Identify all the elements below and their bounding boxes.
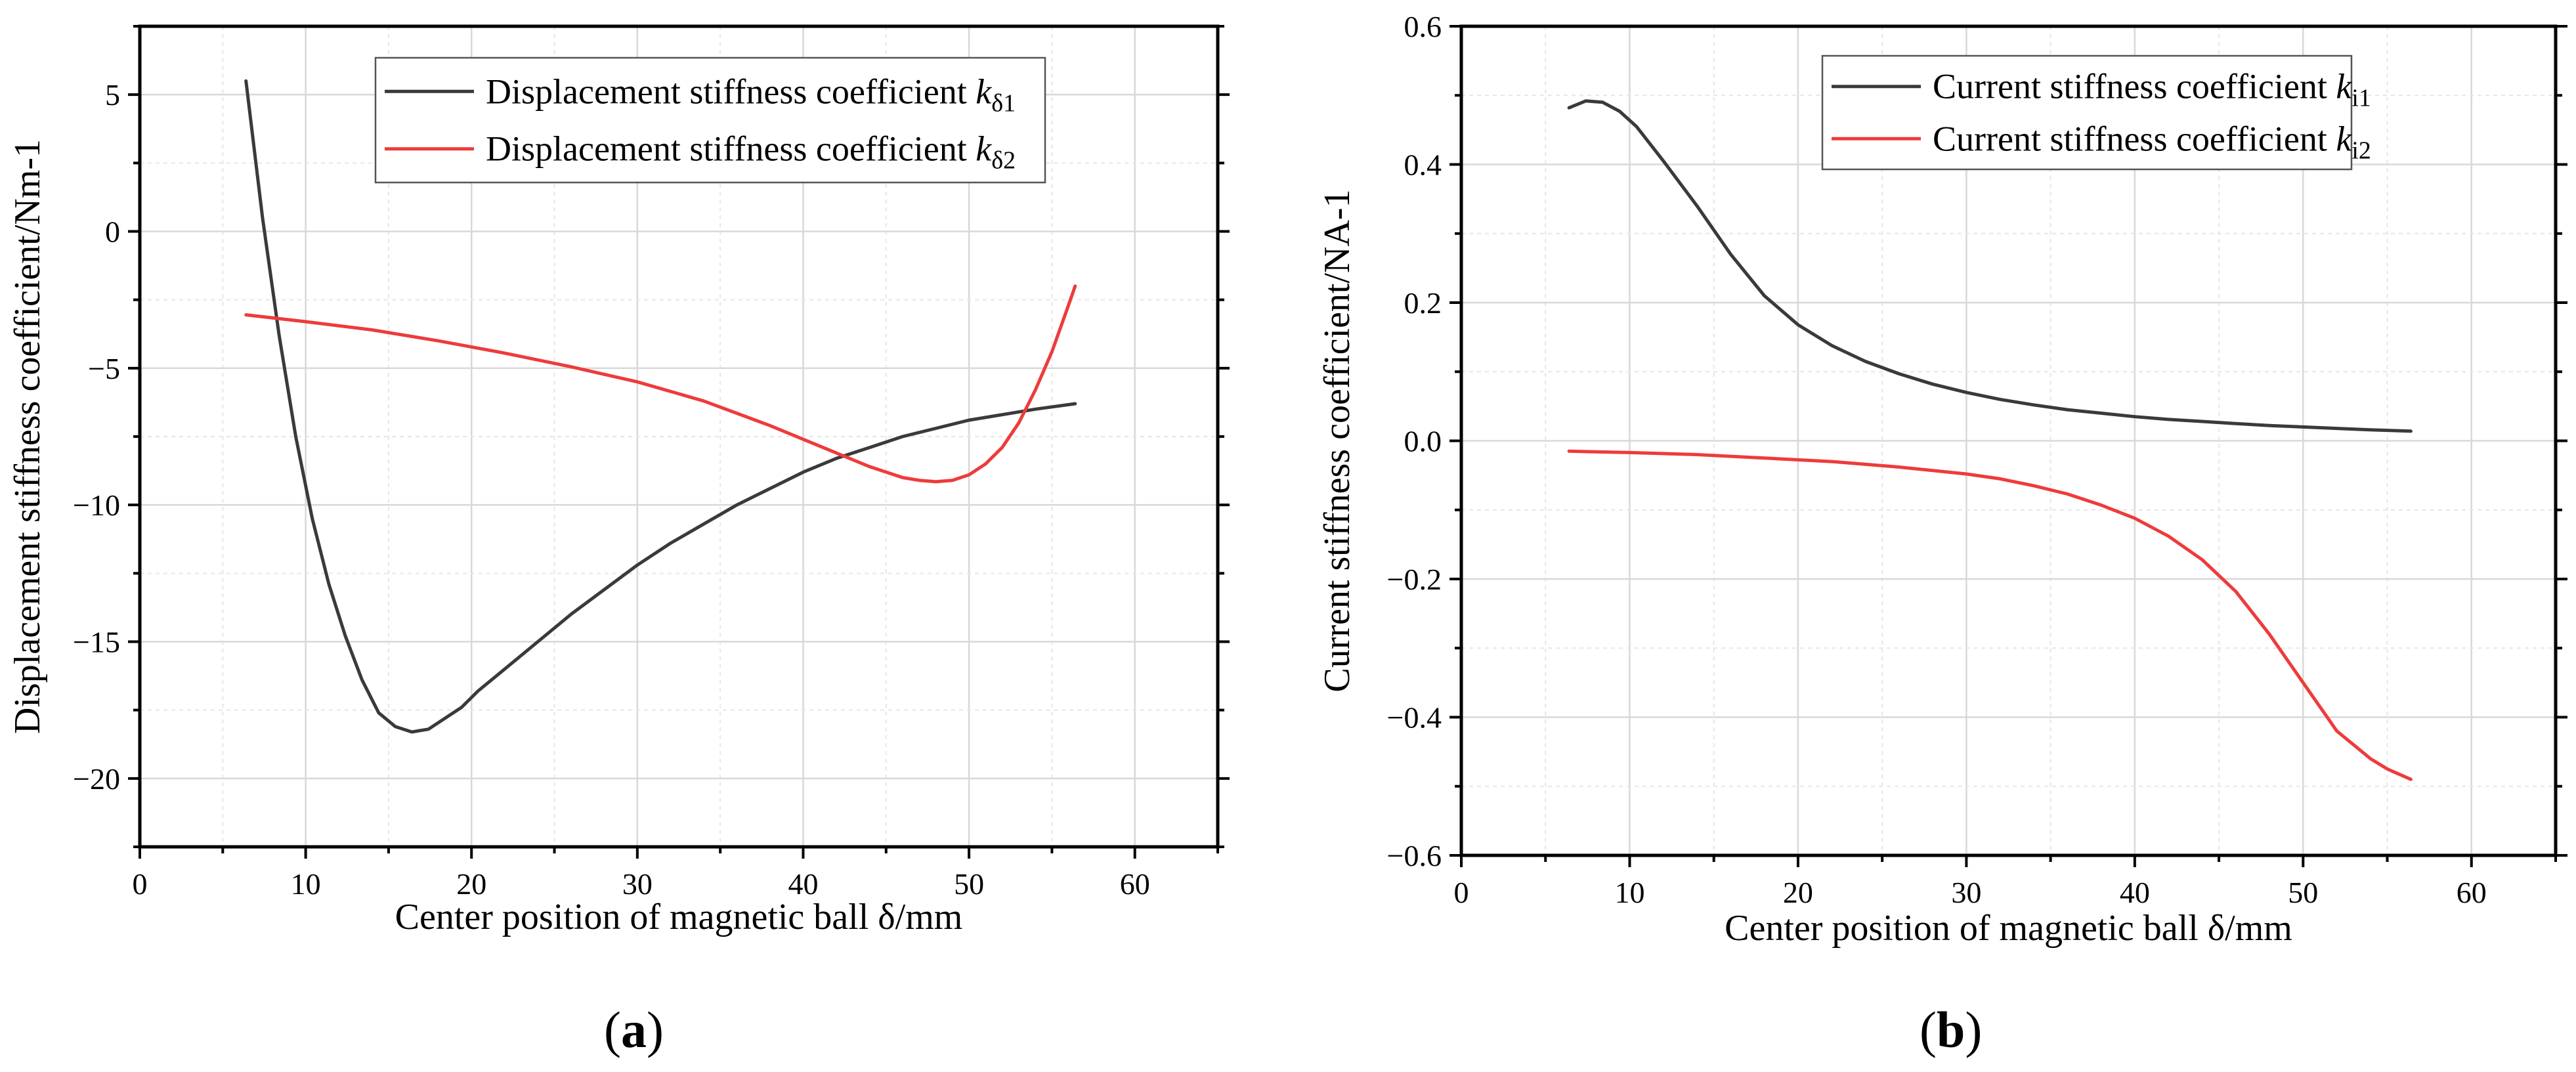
x-tick-label: 40 [788,867,818,901]
series-line-i2 [1567,449,2413,781]
x-axis-label: Center position of magnetic ball δ/mm [1725,908,2292,949]
y-tick-label: −0.2 [1387,563,1442,596]
y-tick-label: 0 [105,215,120,249]
y-tick-label: −0.4 [1387,701,1442,735]
y-tick-label: −5 [88,352,120,385]
y-axis-label: Displacement stiffness coefficient/Nm-1 [7,139,48,734]
x-tick-label: 60 [2457,876,2487,909]
y-tick-label: 0.0 [1404,425,1442,458]
x-axis-label: Center position of magnetic ball δ/mm [395,897,963,937]
x-tick-label: 20 [456,867,486,901]
x-tick-label: 0 [1454,876,1469,909]
series-line-δ2 [244,284,1077,484]
panel-label-b: (b) [1920,1001,1983,1058]
legend-box [1821,54,2353,171]
y-tick-label: −0.6 [1387,839,1442,872]
x-tick-label: 30 [1951,876,1981,909]
x-tick-label: 30 [622,867,653,901]
x-tick-label: 20 [1783,876,1813,909]
y-tick-label: −10 [73,488,120,522]
x-tick-label: 0 [133,867,148,901]
x-tick-label: 10 [291,867,321,901]
x-tick-label: 50 [954,867,984,901]
legend-entry-δ2: Displacement stiffness coefficient kδ2 [486,129,1016,175]
legend: Displacement stiffness coefficient kδ1 Di… [374,56,1046,184]
y-tick-label: −15 [73,626,120,659]
y-tick-label: 0.2 [1404,286,1442,320]
legend-entry-i1: Current stiffness coefficient ki1 [1933,67,2371,112]
series-line-δ1 [244,79,1077,734]
x-tick-label: 50 [2288,876,2318,909]
chart-panel-b: 0 10 20 30 40 50 60 0.6 0.4 0.2 0.0 −0.2 −0.4 −0.6 Cen… [1317,10,2567,949]
y-tick-label: 5 [105,78,120,112]
x-tick-label: 40 [2120,876,2150,909]
y-tick-label: −20 [73,762,120,796]
x-tick-label: 60 [1120,867,1150,901]
legend-box [374,56,1046,184]
y-tick-label: 0.6 [1404,10,1442,43]
legend-entry-i2: Current stiffness coefficient ki2 [1933,119,2371,164]
series-line-i1 [1567,99,2413,433]
legend: Current stiffness coefficient ki1 Current… [1821,54,2371,171]
y-axis-label: Current stiffness coefficient/NA-1 [1317,189,1358,692]
legend-entry-δ1: Displacement stiffness coefficient kδ1 [486,72,1016,117]
x-tick-label: 10 [1614,876,1644,909]
panel-label-a: (a) [604,1001,664,1058]
y-tick-label: 0.4 [1404,148,1442,182]
